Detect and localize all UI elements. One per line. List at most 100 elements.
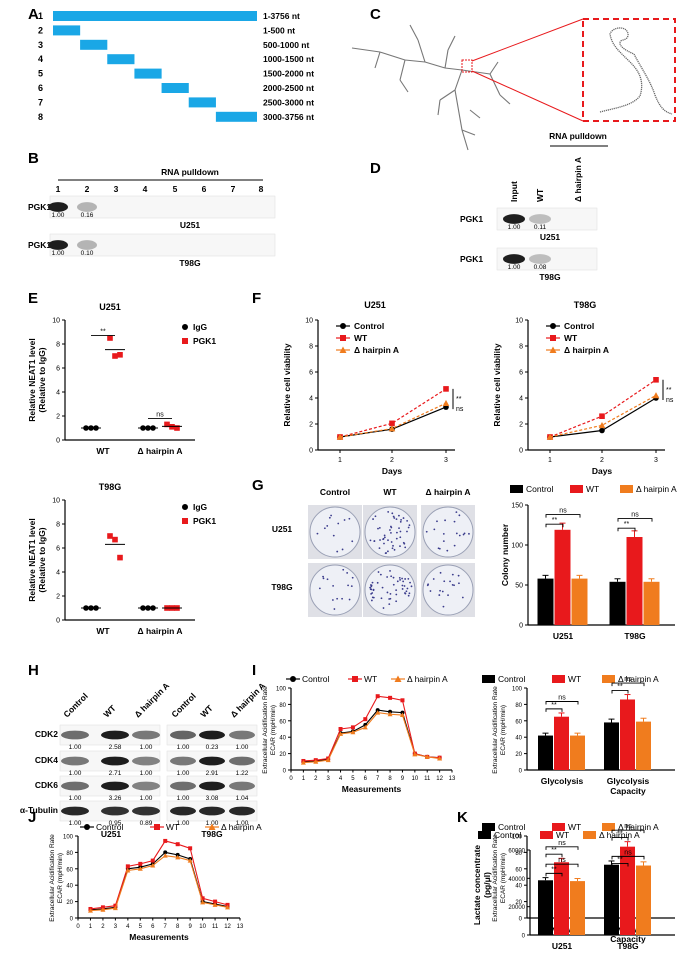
colony xyxy=(453,544,456,547)
colony xyxy=(401,577,403,580)
sig-bracket xyxy=(545,863,579,868)
rna-branch xyxy=(499,94,511,105)
y-tick-label: 2 xyxy=(56,594,60,601)
fragment-bar xyxy=(107,54,135,65)
fragment-bar xyxy=(53,25,81,36)
colony xyxy=(343,519,346,521)
row-number: 1 xyxy=(38,11,43,21)
data-point xyxy=(424,754,430,759)
data-point xyxy=(363,717,368,722)
legend-swatch xyxy=(540,831,553,839)
x-tick-label: 2 xyxy=(390,457,394,464)
legend-swatch xyxy=(552,823,565,831)
colony xyxy=(398,514,400,517)
panel-letter: J xyxy=(28,809,36,826)
series-line xyxy=(90,851,228,911)
colony xyxy=(408,524,411,527)
fragment-label: 2000-2500 nt xyxy=(263,83,314,93)
colony xyxy=(372,518,374,520)
data-point xyxy=(163,838,168,843)
legend-marker xyxy=(84,824,90,830)
fragment-bar xyxy=(215,111,257,122)
y-tick-label: 40 xyxy=(515,736,522,742)
row-number: 3 xyxy=(38,40,43,50)
legend-marker xyxy=(550,323,556,329)
y-tick-label: 8 xyxy=(309,344,313,351)
colony xyxy=(442,540,445,543)
colony xyxy=(425,530,428,533)
x-tick-label: 12 xyxy=(436,776,443,782)
blot-band xyxy=(229,756,255,766)
sig-label: ns xyxy=(624,823,632,830)
cell-line: T98G xyxy=(201,829,223,839)
data-point xyxy=(325,757,331,763)
colony xyxy=(395,600,398,603)
y-tick-label: 0 xyxy=(56,618,60,625)
y-tick-label: 100 xyxy=(512,835,523,841)
band-value: 0.95 xyxy=(109,820,122,827)
sig-label: ns xyxy=(558,840,566,847)
data-point xyxy=(107,533,113,539)
colony xyxy=(458,514,461,517)
colony xyxy=(410,585,413,588)
band-value: 1.00 xyxy=(52,250,65,257)
blot-band xyxy=(132,806,160,816)
colony xyxy=(351,540,354,543)
colony xyxy=(403,542,406,545)
y-tick-label: 10 xyxy=(305,318,313,325)
colony xyxy=(443,580,446,583)
data-point xyxy=(598,422,606,429)
col-label: Δ hairpin A xyxy=(426,487,471,497)
data-point xyxy=(443,386,449,392)
y-tick-label: 40 xyxy=(66,884,73,890)
fragment-label: 1-500 nt xyxy=(263,25,295,35)
protein-label: PGK1 xyxy=(28,240,51,250)
blot-band xyxy=(101,730,129,740)
y-tick-label: 100 xyxy=(63,835,74,841)
blot-band xyxy=(199,730,225,740)
colony xyxy=(382,607,385,609)
colony xyxy=(406,519,409,522)
band-value: 0.11 xyxy=(534,224,547,231)
y-tick-label: 100 xyxy=(512,687,523,693)
band-value: 0.10 xyxy=(81,250,94,257)
y-tick-label: 2 xyxy=(56,414,60,421)
colony xyxy=(461,596,464,599)
data-point xyxy=(599,413,605,419)
legend-label: WT xyxy=(568,674,581,684)
category-word: Capacity xyxy=(610,786,646,796)
bar xyxy=(537,578,554,625)
x-category: T98G xyxy=(624,631,646,641)
colony xyxy=(408,592,411,595)
bar xyxy=(620,869,635,935)
data-point xyxy=(225,904,231,910)
lane-number: 1 xyxy=(56,184,61,194)
rna-branch xyxy=(444,49,449,69)
row-number: 5 xyxy=(38,69,43,79)
band-value: 1.00 xyxy=(508,224,521,231)
category-word: Capacity xyxy=(610,934,646,944)
lane-name: WT xyxy=(535,188,545,202)
rna-branch xyxy=(404,59,426,63)
legend-label: Control xyxy=(494,830,522,840)
rna-branch xyxy=(454,89,463,131)
rna-branch xyxy=(437,99,441,116)
data-point xyxy=(125,864,130,869)
fragment-label: 1500-2000 nt xyxy=(263,69,314,79)
colony xyxy=(436,520,438,523)
lane-number: 5 xyxy=(173,184,178,194)
x-tick-label: 13 xyxy=(449,776,456,782)
colony xyxy=(399,520,402,523)
colony xyxy=(378,547,381,550)
colony xyxy=(395,589,398,592)
sig-label: ns xyxy=(558,694,566,701)
band-value: 1.00 xyxy=(69,820,82,827)
colony xyxy=(336,597,339,600)
colony xyxy=(330,514,332,517)
y-tick-label: 6 xyxy=(56,546,60,553)
colony xyxy=(457,574,460,577)
band-value: 0.89 xyxy=(140,820,153,827)
x-category: U251 xyxy=(553,631,574,641)
colony xyxy=(387,511,390,513)
bar xyxy=(570,896,585,935)
